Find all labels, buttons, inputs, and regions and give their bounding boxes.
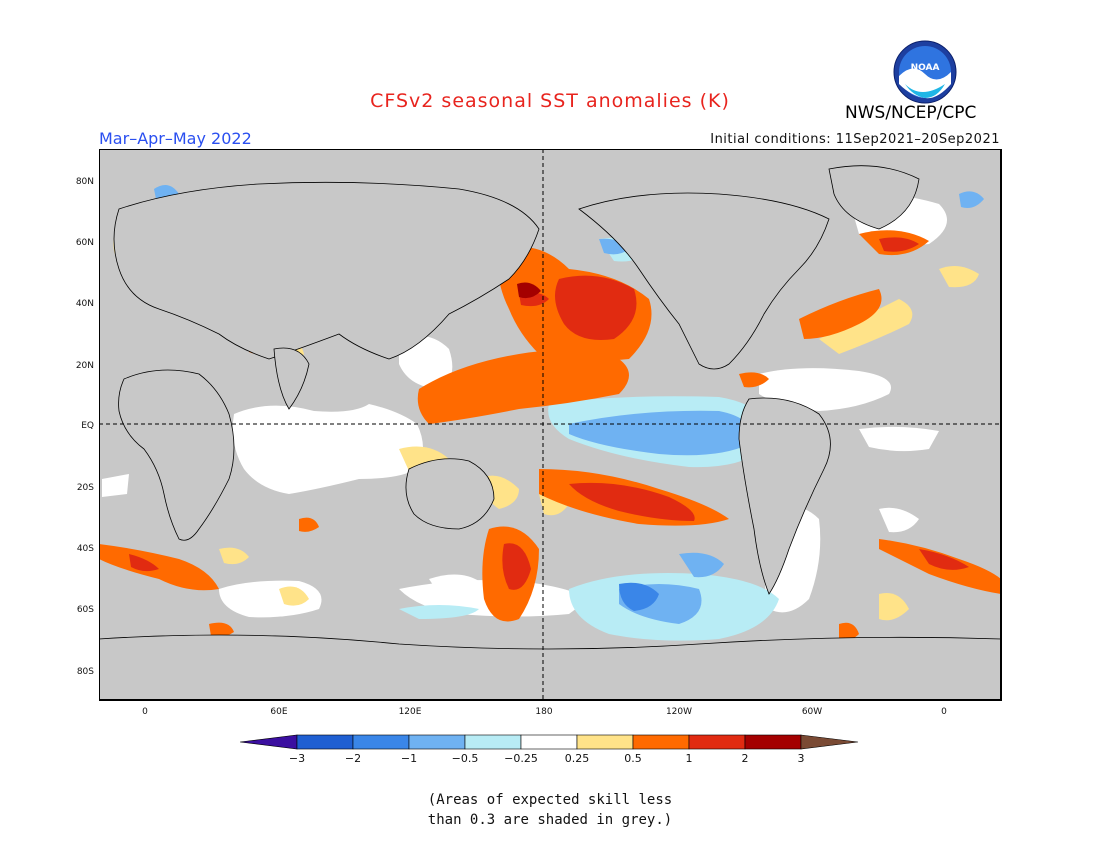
lat-label-60n: 60N: [76, 238, 94, 248]
color-bar-tick-label: −0.5: [452, 752, 479, 765]
color-bar-swatch: [744, 734, 802, 750]
land-north-america: [578, 192, 830, 370]
color-bar-swatches: [240, 734, 859, 750]
lon-label-0-east: 0: [941, 707, 947, 717]
color-bar-arrow-low: [240, 734, 298, 750]
color-bar-swatch: [296, 734, 354, 750]
lat-label-20s: 20S: [77, 483, 94, 493]
initial-conditions-label: Initial conditions: 11Sep2021–20Sep2021: [710, 132, 1000, 147]
sst-anomaly-map: [99, 149, 1002, 701]
land-australia: [405, 458, 495, 530]
lat-label-80s: 80S: [77, 667, 94, 677]
color-bar-tick-label: 0.25: [565, 752, 590, 765]
color-bar-tick-label: −2: [345, 752, 361, 765]
blue-anomaly-areas: [154, 185, 984, 624]
lon-label-120w: 120W: [666, 707, 692, 717]
color-bar-swatch: [688, 734, 746, 750]
color-bar-swatch: [464, 734, 522, 750]
color-bar-swatch: [352, 734, 410, 750]
skill-note-line1: (Areas of expected skill less: [427, 792, 673, 808]
white-anomaly-areas: [102, 195, 947, 618]
season-label: Mar–Apr–May 2022: [99, 129, 252, 148]
color-bar-arrow-high: [800, 734, 859, 750]
dark-red-anomaly-areas: [517, 282, 541, 299]
agency-label: NWS/NCEP/CPC: [845, 103, 977, 123]
land-antarctica: [99, 634, 1001, 700]
skill-note: (Areas of expected skill less than 0.3 a…: [0, 790, 1100, 830]
lon-label-60w: 60W: [802, 707, 822, 717]
land-south-america: [738, 397, 831, 595]
color-bar-swatch: [408, 734, 466, 750]
color-bar-swatch: [520, 734, 578, 750]
color-bar: −3 −2 −1 −0.5 −0.25 0.25 0.5 1 2 3: [240, 734, 859, 765]
land-eurasia: [113, 181, 540, 360]
lat-label-60s: 60S: [77, 605, 94, 615]
color-bar-tick-label: 1: [686, 752, 693, 765]
color-bar-tick-label: −0.25: [504, 752, 538, 765]
axis-labels: 80N 60N 40N 20N EQ 20S 40S 60S 80S 0 60E…: [76, 177, 947, 717]
lat-label-20n: 20N: [76, 361, 94, 371]
map-frame: [99, 149, 1002, 701]
skill-note-line2: than 0.3 are shaded in grey.): [427, 812, 673, 828]
darker-blue-anomaly-areas: [619, 582, 659, 611]
lon-label-60e: 60E: [270, 707, 287, 717]
color-bar-tick-label: 2: [742, 752, 749, 765]
color-bar-tick-label: 3: [798, 752, 805, 765]
lat-label-40s: 40S: [77, 544, 94, 554]
lat-label-40n: 40N: [76, 299, 94, 309]
logo-text: NOAA: [911, 63, 940, 73]
land-india: [273, 347, 310, 410]
lat-label-80n: 80N: [76, 177, 94, 187]
lon-label-120e: 120E: [399, 707, 422, 717]
color-bar-ticks: −3 −2 −1 −0.5 −0.25 0.25 0.5 1 2 3: [289, 752, 805, 765]
color-bar-tick-label: 0.5: [624, 752, 642, 765]
lat-label-eq: EQ: [81, 421, 94, 431]
lat-axis: 80N 60N 40N 20N EQ 20S 40S 60S 80S: [76, 177, 94, 677]
color-bar-tick-label: −3: [289, 752, 305, 765]
land-africa: [118, 369, 235, 541]
map-title: CFSv2 seasonal SST anomalies (K): [370, 90, 730, 112]
lon-axis: 0 60E 120E 180 120W 60W 0: [142, 707, 947, 717]
lon-label-180: 180: [535, 707, 552, 717]
noaa-logo: NOAA: [893, 40, 957, 104]
color-bar-tick-label: −1: [401, 752, 417, 765]
continents: [99, 165, 1001, 700]
land-greenland: [828, 165, 920, 230]
color-bar-swatch: [576, 734, 634, 750]
color-bar-swatch: [632, 734, 690, 750]
red-anomaly-areas: [129, 197, 969, 590]
lon-label-0: 0: [142, 707, 148, 717]
